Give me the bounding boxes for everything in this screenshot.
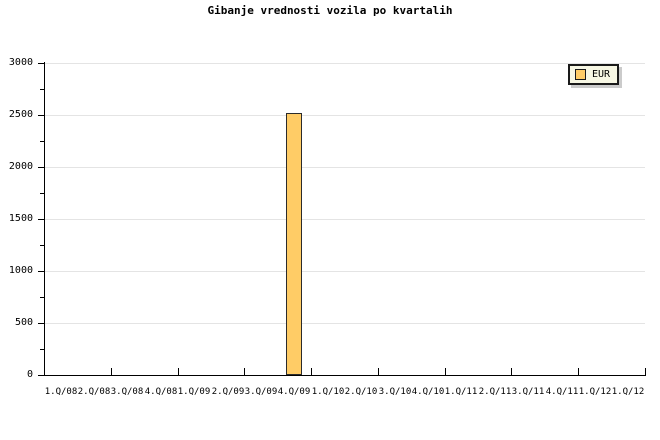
y-axis-minor-tick <box>40 141 44 142</box>
x-axis-label: 1.Q/12 <box>578 387 612 397</box>
gridline <box>44 271 645 272</box>
y-axis-tick <box>38 63 44 64</box>
chart-title: Gibanje vrednosti vozila po kvartalih <box>207 4 453 17</box>
gridline <box>44 115 645 116</box>
gridline <box>44 323 645 324</box>
y-axis-tick <box>38 115 44 116</box>
legend-swatch-eur <box>575 69 586 80</box>
x-axis-tick <box>244 368 245 376</box>
x-axis-tick <box>111 368 112 376</box>
x-axis-tick <box>511 368 512 376</box>
plot-area <box>44 63 645 376</box>
x-axis-tick <box>178 368 179 376</box>
y-axis-tick <box>38 219 44 220</box>
x-axis-label: 4.Q/10 <box>411 387 445 397</box>
y-axis-minor-tick <box>40 349 44 350</box>
x-axis-label: 2.Q/10 <box>344 387 378 397</box>
x-axis-label: 2.Q/08 <box>77 387 111 397</box>
x-axis-label: 2.Q/09 <box>211 387 245 397</box>
x-axis-label: 1.Q/12 <box>611 387 645 397</box>
x-axis-tick <box>311 368 312 376</box>
y-axis-label: 1500 <box>8 213 33 224</box>
bar[interactable] <box>286 113 302 375</box>
x-axis-line <box>44 375 646 376</box>
x-axis-label: 4.Q/11 <box>545 387 579 397</box>
x-axis-label: 1.Q/10 <box>311 387 345 397</box>
y-axis-minor-tick <box>40 297 44 298</box>
x-axis-tick <box>578 368 579 376</box>
gridline <box>44 63 645 64</box>
y-axis-minor-tick <box>40 193 44 194</box>
y-axis-label: 500 <box>14 317 33 328</box>
x-axis-label: 4.Q/09 <box>277 387 311 397</box>
legend-label-eur: EUR <box>592 69 611 80</box>
x-axis-label: 1.Q/08 <box>44 387 78 397</box>
x-axis-label: 3.Q/09 <box>244 387 278 397</box>
y-axis-minor-tick <box>40 89 44 90</box>
y-axis-label: 3000 <box>8 57 33 68</box>
y-axis-tick <box>38 271 44 272</box>
x-axis-label: 3.Q/11 <box>511 387 545 397</box>
y-axis-label: 2500 <box>8 109 33 120</box>
gridline <box>44 219 645 220</box>
y-axis-label: 1000 <box>8 265 33 276</box>
x-axis-label: 2.Q/11 <box>478 387 512 397</box>
x-axis-tick <box>378 368 379 376</box>
x-axis-tick <box>445 368 446 376</box>
x-axis-label: 4.Q/08 <box>144 387 178 397</box>
x-axis-label: 1.Q/11 <box>444 387 478 397</box>
y-axis-tick <box>38 323 44 324</box>
x-axis-tick <box>645 368 646 376</box>
y-axis-label: 0 <box>26 369 33 380</box>
y-axis-tick <box>38 375 44 376</box>
x-axis-label: 3.Q/10 <box>378 387 412 397</box>
x-axis-label: 1.Q/09 <box>177 387 211 397</box>
y-axis-line <box>44 62 45 376</box>
y-axis-label: 2000 <box>8 161 33 172</box>
y-axis-minor-tick <box>40 245 44 246</box>
y-axis-tick <box>38 167 44 168</box>
x-axis-label: 3.Q/08 <box>110 387 144 397</box>
legend[interactable]: EUR <box>568 64 620 85</box>
gridline <box>44 167 645 168</box>
